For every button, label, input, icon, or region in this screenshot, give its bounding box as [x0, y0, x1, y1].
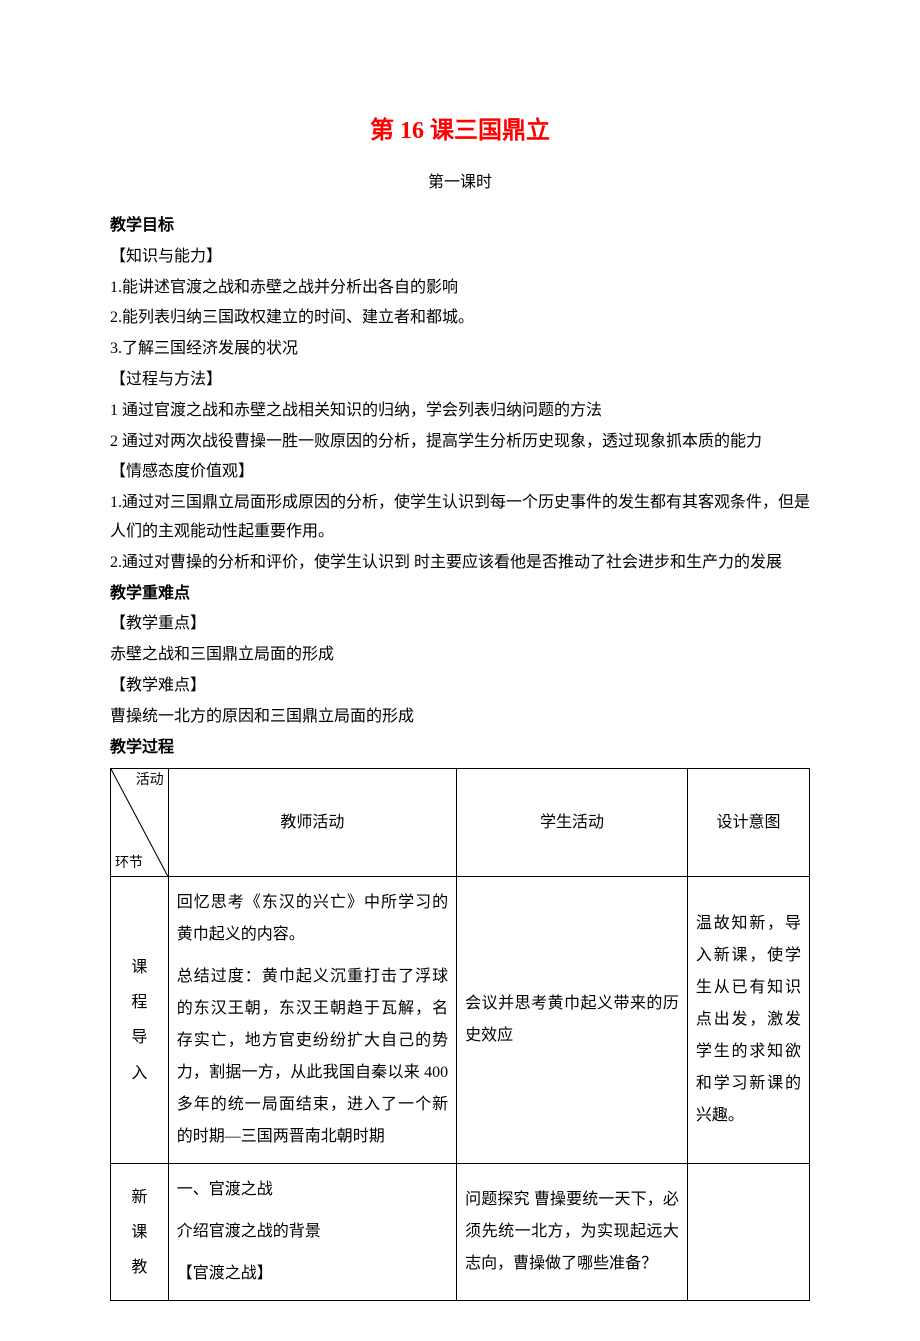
teacher-paragraph: 一、官渡之战: [177, 1174, 448, 1206]
label-char: 入: [115, 1056, 164, 1091]
key-heading: 【教学重点】: [110, 610, 810, 639]
row-label-new: 新 课 教: [111, 1164, 169, 1301]
student-cell: 会议并思考黄巾起义带来的历史效应: [457, 877, 688, 1164]
process-section-heading: 教学过程: [110, 734, 810, 763]
teacher-cell: 回忆思考《东汉的兴亡》中所学习的黄巾起义的内容。 总结过度：黄巾起义沉重打击了浮…: [168, 877, 456, 1164]
label-char: 程: [115, 985, 164, 1020]
teacher-paragraph: 总结过度：黄巾起义沉重打击了浮球的东汉王朝，东汉王朝趋于瓦解，名存实亡，地方官吏…: [177, 961, 448, 1153]
table-header-row: 活动 环节 教师活动 学生活动 设计意图: [111, 769, 810, 877]
difficult-text: 曹操统一北方的原因和三国鼎立局面的形成: [110, 703, 810, 732]
process-heading: 【过程与方法】: [110, 366, 810, 395]
student-cell: 问题探究 曹操要统一天下，必须先统一北方，为实现起远大志向，曹操做了哪些准备？: [457, 1164, 688, 1301]
student-header: 学生活动: [457, 769, 688, 877]
label-char: 新: [115, 1180, 164, 1215]
page-title: 第 16 课三国鼎立: [110, 110, 810, 153]
difficult-heading: 【教学难点】: [110, 672, 810, 701]
table-row: 新 课 教 一、官渡之战 介绍官渡之战的背景 【官渡之战】 问题探究 曹操要统一…: [111, 1164, 810, 1301]
lesson-subtitle: 第一课时: [110, 169, 810, 198]
table-row: 课 程 导 入 回忆思考《东汉的兴亡》中所学习的黄巾起义的内容。 总结过度：黄巾…: [111, 877, 810, 1164]
attitude-item: 1.通过对三国鼎立局面形成原因的分析，使学生认识到每一个历史事件的发生都有其客观…: [110, 489, 810, 547]
process-item: 2 通过对两次战役曹操一胜一败原因的分析，提高学生分析历史现象，透过现象抓本质的…: [110, 428, 810, 457]
knowledge-heading: 【知识与能力】: [110, 243, 810, 272]
teacher-paragraph: 介绍官渡之战的背景: [177, 1216, 448, 1248]
label-char: 课: [115, 950, 164, 985]
teaching-process-table: 活动 环节 教师活动 学生活动 设计意图 课 程 导 入 回忆思考《东汉的兴亡》…: [110, 768, 810, 1301]
intent-header: 设计意图: [687, 769, 809, 877]
attitude-item: 2.通过对曹操的分析和评价，使学生认识到 时主要应该看他是否推动了社会进步和生产…: [110, 549, 810, 578]
diagonal-header-cell: 活动 环节: [111, 769, 169, 877]
knowledge-item: 3.了解三国经济发展的状况: [110, 335, 810, 364]
knowledge-item: 2.能列表归纳三国政权建立的时间、建立者和都城。: [110, 304, 810, 333]
label-char: 教: [115, 1250, 164, 1285]
row-label-intro: 课 程 导 入: [111, 877, 169, 1164]
objectives-heading: 教学目标: [110, 212, 810, 241]
teacher-paragraph: 回忆思考《东汉的兴亡》中所学习的黄巾起义的内容。: [177, 887, 448, 951]
process-item: 1 通过官渡之战和赤壁之战相关知识的归纳，学会列表归纳问题的方法: [110, 397, 810, 426]
knowledge-item: 1.能讲述官渡之战和赤壁之战并分析出各自的影响: [110, 274, 810, 303]
teacher-paragraph: 【官渡之战】: [177, 1258, 448, 1290]
teacher-header: 教师活动: [168, 769, 456, 877]
teacher-cell: 一、官渡之战 介绍官渡之战的背景 【官渡之战】: [168, 1164, 456, 1301]
keypoints-heading: 教学重难点: [110, 580, 810, 609]
label-char: 导: [115, 1020, 164, 1055]
key-text: 赤壁之战和三国鼎立局面的形成: [110, 641, 810, 670]
intent-cell: [687, 1164, 809, 1301]
attitude-heading: 【情感态度价值观】: [110, 458, 810, 487]
diag-top-label: 活动: [136, 773, 164, 790]
diag-bot-label: 环节: [115, 856, 143, 873]
intent-cell: 温故知新，导入新课，使学生从已有知识点出发，激发学生的求知欲和学习新课的兴趣。: [687, 877, 809, 1164]
label-char: 课: [115, 1215, 164, 1250]
